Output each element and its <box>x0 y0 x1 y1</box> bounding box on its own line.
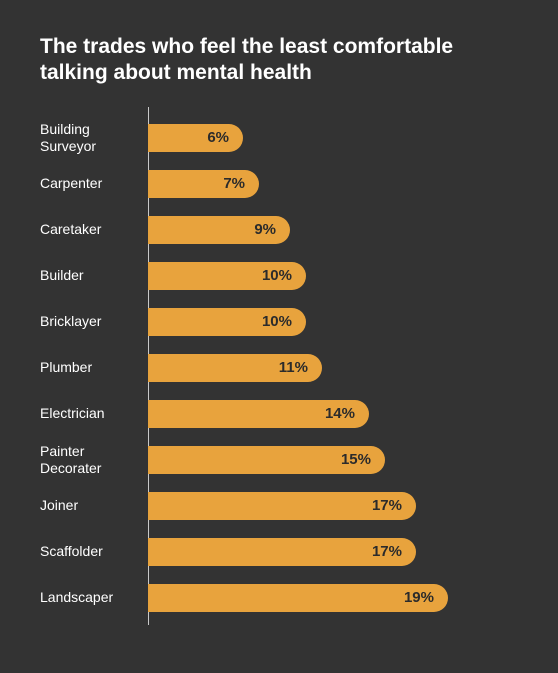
bar-area: 17% <box>148 483 518 529</box>
category-label: Builder <box>40 267 148 283</box>
category-label: Electrician <box>40 405 148 421</box>
category-label: Painter Decorater <box>40 443 148 475</box>
bar-value-label: 14% <box>325 405 355 422</box>
bar-row: Scaffolder 17% <box>40 529 518 575</box>
chart-rows: Building Surveyor 6% Carpenter 7% Caretaker 9… <box>40 115 518 621</box>
bar-value-label: 7% <box>223 175 245 192</box>
bar-value-label: 11% <box>279 359 308 376</box>
bar: 10% <box>148 308 306 336</box>
bar-row: Landscaper 19% <box>40 575 518 621</box>
bar-area: 7% <box>148 161 518 207</box>
bar-row: Building Surveyor 6% <box>40 115 518 161</box>
bar-area: 19% <box>148 575 518 621</box>
bar-value-label: 17% <box>372 497 402 514</box>
category-label: Caretaker <box>40 221 148 237</box>
bar-value-label: 6% <box>207 129 229 146</box>
bar-area: 17% <box>148 529 518 575</box>
bar-area: 11% <box>148 345 518 391</box>
bar-row: Electrician 14% <box>40 391 518 437</box>
bar-area: 14% <box>148 391 518 437</box>
bar-row: Plumber 11% <box>40 345 518 391</box>
bar-value-label: 10% <box>262 267 292 284</box>
bar-row: Builder 10% <box>40 253 518 299</box>
bar-chart: Building Surveyor 6% Carpenter 7% Caretaker 9… <box>40 115 518 621</box>
chart-title: The trades who feel the least comfortabl… <box>40 34 518 87</box>
bar: 17% <box>148 492 416 520</box>
bar-value-label: 10% <box>262 313 292 330</box>
bar: 14% <box>148 400 369 428</box>
bar-value-label: 15% <box>341 451 371 468</box>
bar-value-label: 9% <box>254 221 276 238</box>
bar: 15% <box>148 446 385 474</box>
bar-area: 10% <box>148 299 518 345</box>
bar-area: 10% <box>148 253 518 299</box>
bar: 11% <box>148 354 322 382</box>
bar: 10% <box>148 262 306 290</box>
bar-row: Joiner 17% <box>40 483 518 529</box>
bar: 6% <box>148 124 243 152</box>
category-label: Plumber <box>40 359 148 375</box>
bar: 19% <box>148 584 448 612</box>
bar-value-label: 17% <box>372 543 402 560</box>
bar-row: Bricklayer 10% <box>40 299 518 345</box>
bar-row: Carpenter 7% <box>40 161 518 207</box>
category-label: Landscaper <box>40 589 148 605</box>
bar-area: 9% <box>148 207 518 253</box>
category-label: Building Surveyor <box>40 121 148 153</box>
category-label: Bricklayer <box>40 313 148 329</box>
bar-row: Caretaker 9% <box>40 207 518 253</box>
bar: 7% <box>148 170 259 198</box>
bar-row: Painter Decorater 15% <box>40 437 518 483</box>
category-label: Joiner <box>40 497 148 513</box>
chart-container: The trades who feel the least comfortabl… <box>0 0 558 651</box>
bar: 17% <box>148 538 416 566</box>
bar-area: 6% <box>148 115 518 161</box>
bar-value-label: 19% <box>404 589 434 606</box>
category-label: Scaffolder <box>40 543 148 559</box>
bar-area: 15% <box>148 437 518 483</box>
bar: 9% <box>148 216 290 244</box>
category-label: Carpenter <box>40 175 148 191</box>
